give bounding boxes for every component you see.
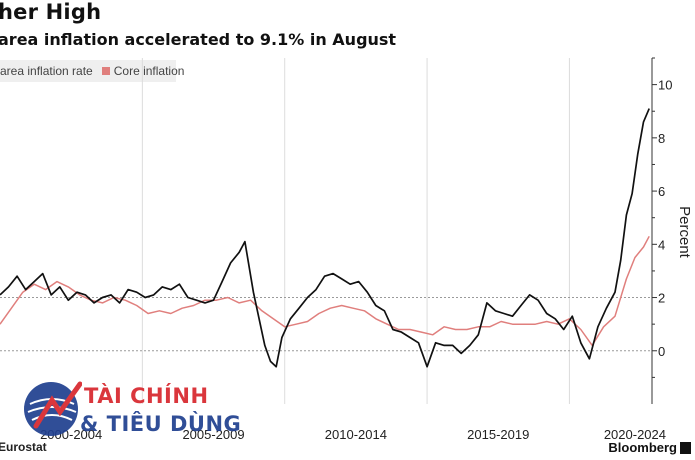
bloomberg-terminal-icon	[680, 441, 691, 454]
x-tick-label-1: 2005-2009	[182, 427, 244, 442]
source-note: Eurostat	[0, 440, 47, 454]
legend-swatch-core	[101, 67, 110, 75]
y-axis-label: Percent	[676, 206, 693, 259]
y-tick-label-10: 10	[658, 78, 672, 93]
watermark-line1: TÀI CHÍNH	[84, 384, 209, 408]
series-line-core	[0, 235, 650, 347]
legend-label-core: Core inflation	[113, 64, 185, 78]
legend-item-core: Core inflation	[101, 64, 185, 78]
y-tick-label-4: 4	[658, 237, 665, 252]
watermark-line2: & TIÊU DÙNG	[80, 412, 242, 436]
x-tick-label-4: 2020-2024	[604, 427, 666, 442]
x-tick-label-2: 2010-2014	[325, 427, 387, 442]
y-tick-label-6: 6	[658, 184, 665, 199]
watermark-globe-icon	[24, 381, 82, 436]
watermark-logo: TÀI CHÍNH & TIÊU DÙNG	[22, 380, 262, 440]
y-tick-label-8: 8	[658, 131, 665, 146]
bloomberg-brand: Bloomberg	[608, 440, 691, 455]
brand-label: Bloomberg	[608, 440, 677, 455]
y-tick-label-2: 2	[658, 291, 665, 306]
legend-label-headline: area inflation rate	[0, 64, 93, 78]
series-line-headline	[0, 108, 650, 368]
legend-item-headline: area inflation rate	[0, 64, 93, 78]
chart-subtitle: area inflation accelerated to 9.1% in Au…	[0, 30, 397, 49]
chart-title: her High	[0, 0, 102, 24]
y-tick-label-0: 0	[658, 344, 665, 359]
x-tick-label-3: 2015-2019	[467, 427, 529, 442]
chart-legend: area inflation rate Core inflation	[0, 60, 184, 82]
